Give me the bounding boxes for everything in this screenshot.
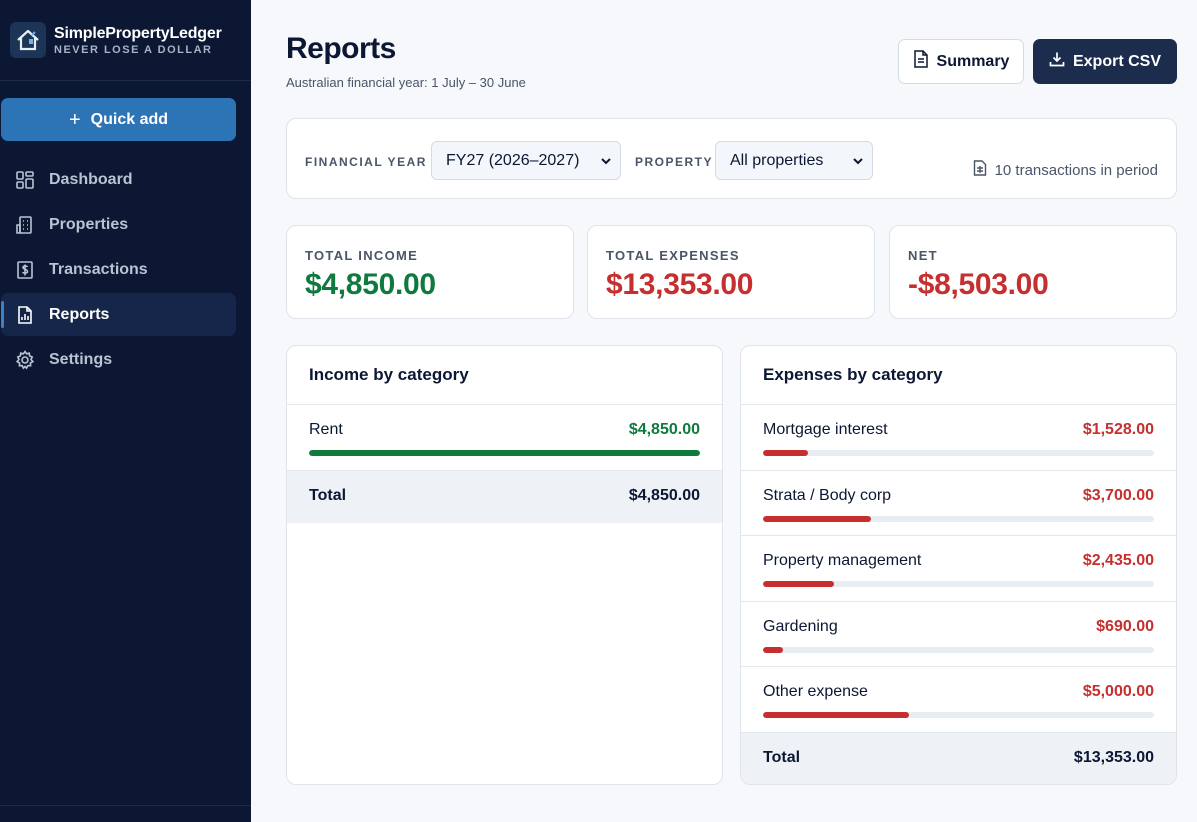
expense-bar-fill	[763, 646, 784, 653]
sidebar-divider-bottom	[0, 805, 251, 806]
sidebar-nav: Dashboard Properties Transactions	[1, 158, 236, 383]
expense-category-amount: $3,700.00	[1082, 486, 1154, 504]
total-expenses-label: TOTAL EXPENSES	[606, 248, 740, 263]
sidebar-divider	[0, 80, 251, 81]
expense-category-name: Mortgage interest	[763, 421, 888, 438]
financial-year-value: FY27 (2026–2027)	[446, 151, 580, 169]
expense-bar-fill	[763, 712, 910, 718]
sidebar-item-transactions[interactable]: Transactions	[1, 248, 236, 291]
income-panel-title: Income by category	[287, 346, 722, 405]
expense-bar-track	[763, 712, 1154, 718]
transaction-count: 10 transactions in period	[973, 160, 1158, 180]
sidebar-item-settings[interactable]: Settings	[1, 338, 236, 381]
expense-bar-fill	[763, 450, 808, 456]
filter-card: FINANCIAL YEAR FY27 (2026–2027) PROPERTY…	[286, 118, 1177, 199]
summary-label: Summary	[936, 52, 1010, 70]
income-total-label: Total	[309, 486, 347, 504]
expenses-by-category-panel: Expenses by category Mortgage interest $…	[740, 345, 1177, 785]
receipt-icon	[973, 160, 987, 180]
sidebar-item-label: Reports	[49, 305, 110, 323]
income-bar-fill	[309, 450, 700, 456]
expense-category-amount: $1,528.00	[1082, 421, 1154, 438]
net-card: NET -$8,503.00	[889, 225, 1177, 319]
grid-icon	[14, 169, 36, 191]
quick-add-button[interactable]: + Quick add	[1, 98, 236, 141]
sidebar-item-label: Properties	[49, 215, 129, 233]
expenses-panel-title: Expenses by category	[741, 346, 1176, 405]
house-hand-icon	[10, 22, 46, 58]
plus-icon: +	[68, 108, 81, 131]
summary-button[interactable]: Summary	[898, 39, 1024, 84]
sidebar: SimplePropertyLedger NEVER LOSE A DOLLAR…	[0, 0, 251, 822]
financial-year-label: FINANCIAL YEAR	[305, 155, 427, 169]
expense-category-amount: $2,435.00	[1082, 552, 1154, 569]
expense-category-amount: $690.00	[1096, 617, 1154, 635]
expenses-total-amount: $13,353.00	[1073, 748, 1154, 766]
page-title: Reports	[286, 32, 396, 65]
income-category-amount: $4,850.00	[628, 421, 700, 438]
total-expenses-card: TOTAL EXPENSES $13,353.00	[587, 225, 875, 319]
gear-icon	[14, 349, 36, 371]
expense-category-name: Gardening	[763, 617, 838, 635]
expense-bar-track	[763, 515, 1154, 522]
expense-bar-track	[763, 646, 1154, 653]
sidebar-item-label: Transactions	[49, 260, 148, 278]
expense-row: Strata / Body corp $3,700.00	[741, 471, 1176, 536]
report-chart-icon	[14, 304, 36, 326]
expense-row: Property management $2,435.00	[741, 536, 1176, 602]
net-value: -$8,503.00	[908, 268, 1049, 301]
sidebar-item-dashboard[interactable]: Dashboard	[1, 158, 236, 201]
expense-category-name: Other expense	[763, 683, 868, 700]
total-income-card: TOTAL INCOME $4,850.00	[286, 225, 574, 319]
sidebar-item-properties[interactable]: Properties	[1, 203, 236, 246]
income-bar-track	[309, 450, 700, 456]
expense-category-name: Strata / Body corp	[763, 486, 892, 504]
transaction-count-text: 10 transactions in period	[994, 161, 1158, 179]
sidebar-item-reports[interactable]: Reports	[1, 293, 236, 336]
brand[interactable]: SimplePropertyLedger NEVER LOSE A DOLLAR	[10, 22, 222, 58]
total-income-label: TOTAL INCOME	[305, 248, 419, 263]
income-total-row: Total $4,850.00	[287, 470, 722, 523]
expense-row: Mortgage interest $1,528.00	[741, 405, 1176, 471]
expense-bar-fill	[763, 515, 872, 522]
expense-row: Other expense $5,000.00	[741, 667, 1176, 733]
expense-category-name: Property management	[763, 552, 922, 569]
chevron-down-icon	[852, 154, 864, 173]
export-csv-label: Export CSV	[1072, 52, 1161, 70]
brand-name: SimplePropertyLedger	[54, 24, 222, 42]
building-icon	[14, 214, 36, 236]
expense-row: Gardening $690.00	[741, 602, 1176, 667]
total-expenses-value: $13,353.00	[606, 268, 754, 301]
export-csv-button[interactable]: Export CSV	[1033, 39, 1177, 84]
income-row: Rent $4,850.00	[287, 405, 722, 471]
page-subtitle: Australian financial year: 1 July – 30 J…	[286, 75, 526, 90]
document-icon	[913, 50, 929, 73]
sidebar-item-label: Dashboard	[49, 170, 133, 188]
expenses-total-label: Total	[763, 748, 801, 766]
property-value: All properties	[730, 151, 824, 169]
brand-tagline: NEVER LOSE A DOLLAR	[54, 43, 213, 56]
expense-bar-fill	[763, 581, 835, 587]
total-income-value: $4,850.00	[305, 268, 436, 301]
download-icon	[1049, 51, 1065, 72]
dollar-receipt-icon	[14, 259, 36, 281]
income-category-name: Rent	[309, 421, 343, 438]
quick-add-label: Quick add	[90, 110, 169, 128]
expense-bar-track	[763, 581, 1154, 587]
expense-category-amount: $5,000.00	[1082, 683, 1154, 700]
sidebar-item-label: Settings	[49, 350, 113, 368]
expense-bar-track	[763, 450, 1154, 456]
chevron-down-icon	[600, 154, 612, 173]
income-by-category-panel: Income by category Rent $4,850.00 Total …	[286, 345, 723, 785]
expenses-total-row: Total $13,353.00	[741, 732, 1176, 784]
financial-year-select[interactable]: FY27 (2026–2027)	[431, 141, 621, 180]
net-label: NET	[908, 248, 938, 263]
property-select[interactable]: All properties	[715, 141, 873, 180]
property-label: PROPERTY	[635, 155, 714, 169]
income-total-amount: $4,850.00	[628, 486, 700, 504]
